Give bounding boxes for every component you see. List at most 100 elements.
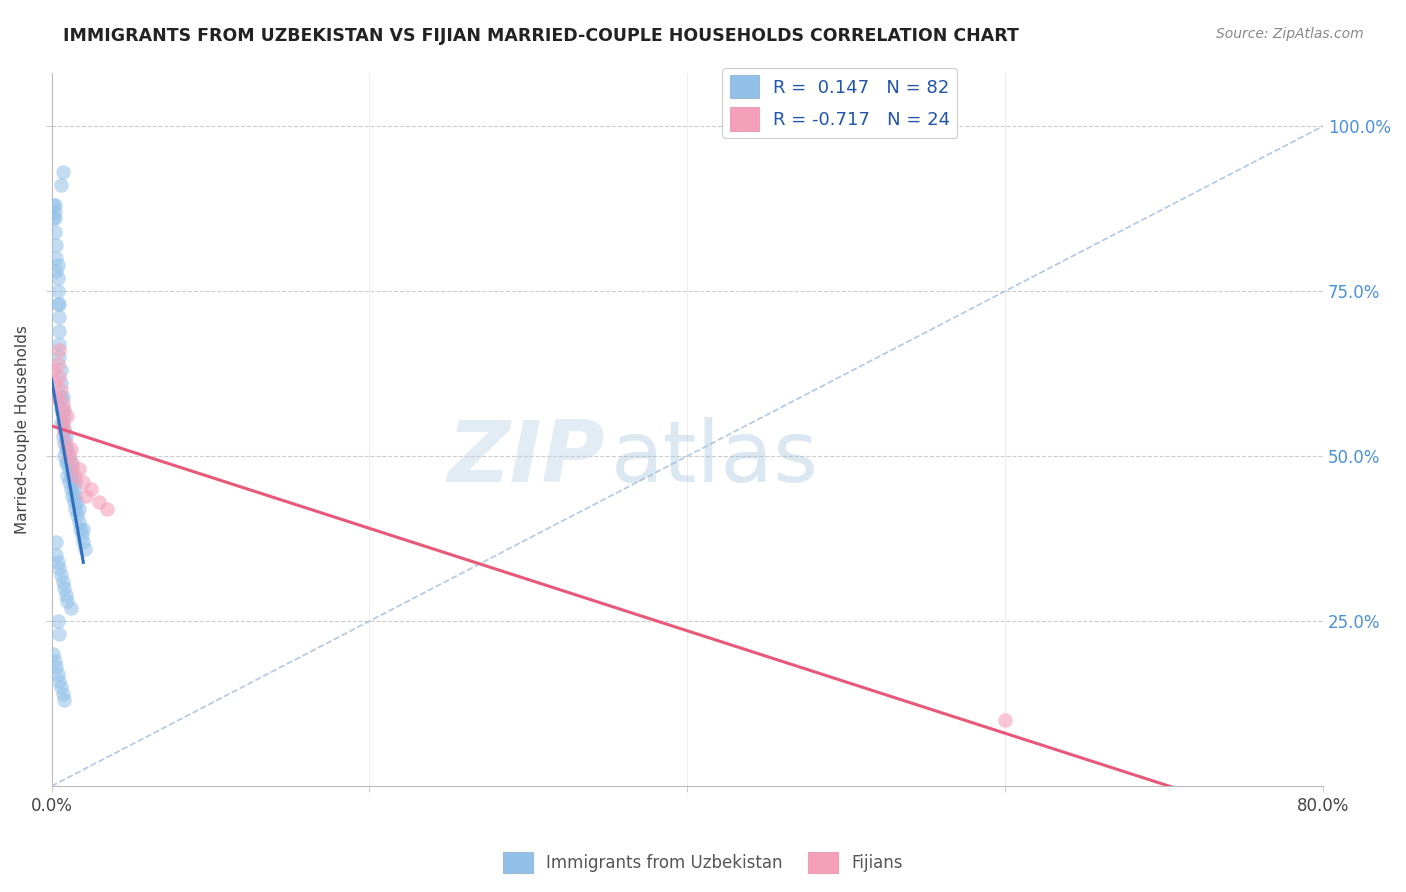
Point: [53, 423, 76, 437]
Point: [89, 495, 111, 509]
Point: [66, 495, 89, 509]
Point: [45, 251, 67, 265]
Point: [49, 390, 72, 404]
Point: [49, 376, 72, 391]
Point: [52, 165, 75, 179]
Point: [52, 416, 75, 430]
Legend: R =  0.147   N = 82, R = -0.717   N = 24: R = 0.147 N = 82, R = -0.717 N = 24: [723, 68, 957, 138]
Point: [65, 489, 87, 503]
Point: [46, 284, 69, 298]
Point: [65, 502, 87, 516]
Point: [49, 568, 72, 582]
Point: [45, 535, 67, 549]
Point: [52, 687, 75, 701]
Point: [67, 515, 90, 529]
Point: [48, 561, 70, 575]
Point: [56, 594, 79, 608]
Point: [55, 442, 77, 457]
Point: [62, 495, 84, 509]
Point: [48, 297, 70, 311]
Point: [52, 429, 75, 443]
Legend: Immigrants from Uzbekistan, Fijians: Immigrants from Uzbekistan, Fijians: [496, 846, 910, 880]
Point: [80, 482, 103, 496]
Point: [45, 390, 67, 404]
Point: [65, 475, 87, 490]
Point: [53, 409, 76, 424]
Point: [60, 456, 83, 470]
Point: [52, 574, 75, 589]
Point: [48, 337, 70, 351]
Point: [52, 390, 75, 404]
Point: [55, 436, 77, 450]
Point: [69, 522, 91, 536]
Point: [52, 396, 75, 410]
Point: [55, 456, 77, 470]
Point: [49, 178, 72, 193]
Point: [42, 198, 65, 212]
Point: [44, 376, 66, 391]
Point: [48, 324, 70, 338]
Point: [60, 475, 83, 490]
Point: [53, 449, 76, 463]
Point: [72, 522, 94, 536]
Point: [46, 258, 69, 272]
Point: [67, 462, 90, 476]
Point: [46, 614, 69, 628]
Point: [52, 403, 75, 417]
Point: [48, 627, 70, 641]
Point: [44, 205, 66, 219]
Point: [53, 436, 76, 450]
Point: [49, 363, 72, 377]
Point: [45, 264, 67, 278]
Point: [59, 469, 82, 483]
Point: [49, 416, 72, 430]
Point: [48, 343, 70, 358]
Point: [46, 271, 69, 285]
Point: [58, 475, 80, 490]
Point: [52, 416, 75, 430]
Point: [58, 449, 80, 463]
Point: [59, 482, 82, 496]
Point: [56, 409, 79, 424]
Text: Source: ZipAtlas.com: Source: ZipAtlas.com: [1216, 27, 1364, 41]
Point: [60, 489, 83, 503]
Point: [53, 423, 76, 437]
Point: [48, 370, 70, 384]
Point: [66, 508, 89, 523]
Point: [48, 673, 70, 688]
Point: [67, 502, 90, 516]
Point: [73, 541, 96, 556]
Text: IMMIGRANTS FROM UZBEKISTAN VS FIJIAN MARRIED-COUPLE HOUSEHOLDS CORRELATION CHART: IMMIGRANTS FROM UZBEKISTAN VS FIJIAN MAR…: [63, 27, 1019, 45]
Text: ZIP: ZIP: [447, 417, 605, 500]
Point: [45, 238, 67, 252]
Point: [49, 680, 72, 694]
Point: [42, 211, 65, 226]
Point: [56, 442, 79, 457]
Point: [65, 469, 87, 483]
Point: [48, 350, 70, 364]
Text: atlas: atlas: [612, 417, 820, 500]
Point: [72, 535, 94, 549]
Point: [96, 502, 118, 516]
Point: [59, 442, 82, 457]
Point: [46, 297, 69, 311]
Point: [48, 310, 70, 325]
Point: [44, 225, 66, 239]
Point: [76, 489, 98, 503]
Point: [55, 429, 77, 443]
Point: [59, 601, 82, 615]
Point: [56, 469, 79, 483]
Point: [58, 462, 80, 476]
Point: [55, 588, 77, 602]
Point: [56, 456, 79, 470]
Point: [53, 403, 76, 417]
Point: [46, 357, 69, 371]
Point: [49, 383, 72, 397]
Y-axis label: Married-couple Households: Married-couple Households: [15, 326, 30, 534]
Point: [53, 581, 76, 595]
Point: [44, 198, 66, 212]
Point: [53, 693, 76, 707]
Point: [58, 449, 80, 463]
Point: [45, 660, 67, 674]
Point: [70, 528, 93, 542]
